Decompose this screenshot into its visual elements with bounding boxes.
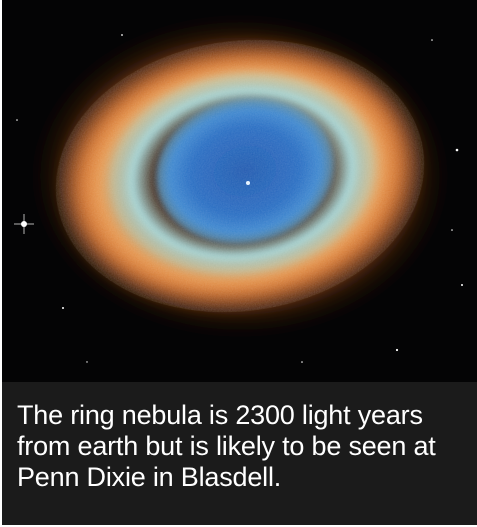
bright-star-left (14, 214, 34, 234)
background-stars (16, 34, 463, 363)
ring-nebula-photo (2, 0, 477, 382)
nebula-illustration (2, 0, 477, 382)
nebula-texture (55, 39, 425, 313)
caption-box: The ring nebula is 2300 light years from… (2, 382, 477, 525)
central-star (246, 181, 250, 185)
caption-text: The ring nebula is 2300 light years from… (17, 400, 436, 492)
